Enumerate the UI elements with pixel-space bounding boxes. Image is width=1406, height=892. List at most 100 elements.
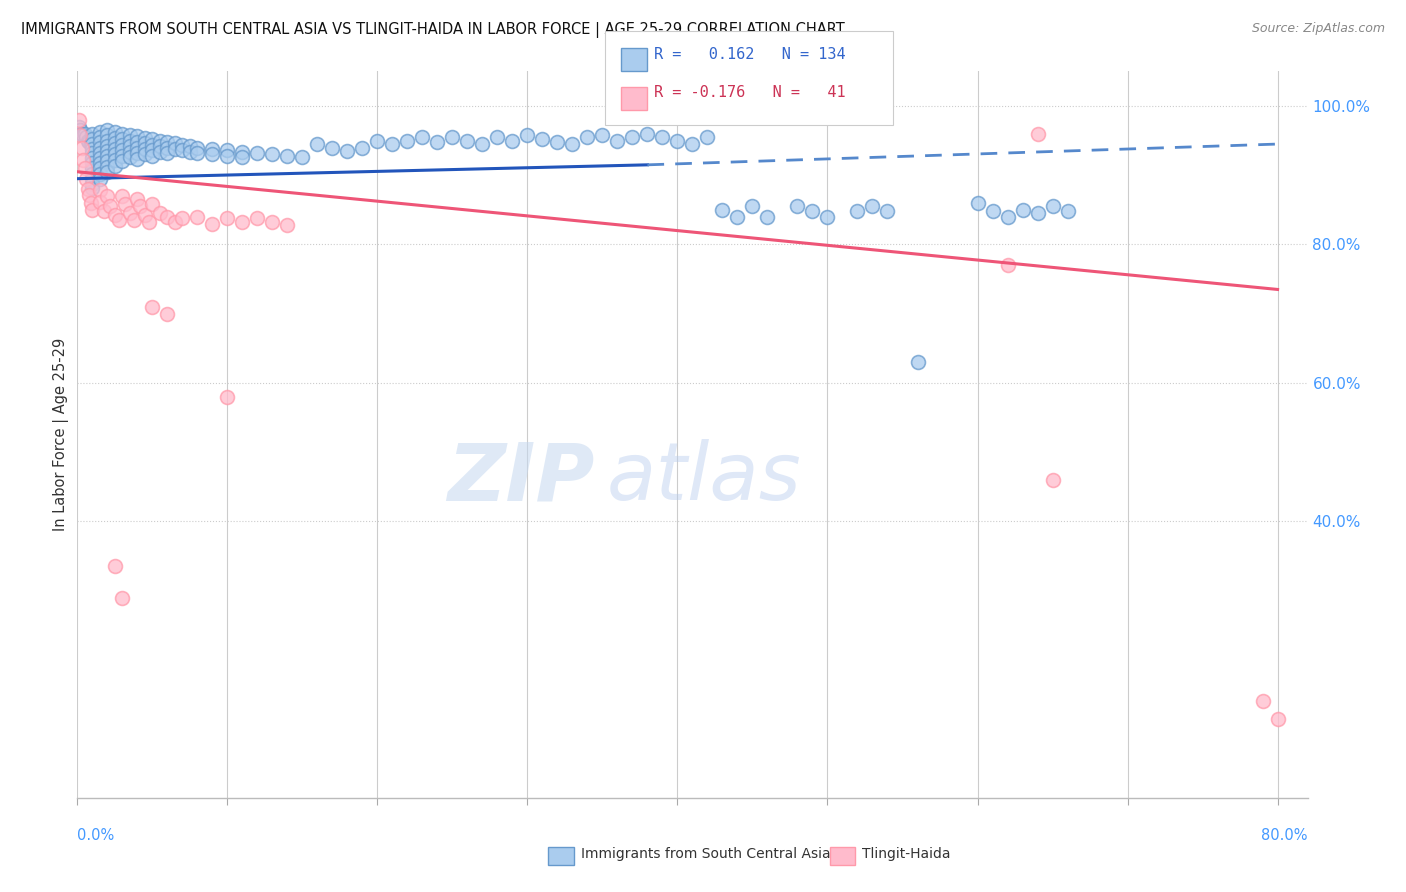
- Point: [396, 134, 419, 148]
- Point: [82, 137, 104, 152]
- Point: [172, 211, 194, 226]
- Point: [291, 150, 314, 164]
- Point: [997, 258, 1019, 272]
- Point: [124, 213, 146, 227]
- Point: [104, 208, 127, 222]
- Point: [276, 149, 298, 163]
- Point: [89, 146, 111, 161]
- Point: [118, 145, 141, 159]
- Point: [114, 197, 136, 211]
- Point: [1042, 199, 1064, 213]
- Point: [104, 125, 127, 139]
- Text: 80.0%: 80.0%: [1261, 828, 1308, 843]
- Point: [381, 137, 404, 152]
- Point: [118, 134, 141, 148]
- Point: [231, 150, 253, 164]
- Point: [93, 204, 115, 219]
- Point: [127, 129, 149, 144]
- Point: [80, 137, 103, 152]
- Point: [801, 204, 824, 219]
- Point: [98, 199, 121, 213]
- Point: [89, 125, 111, 139]
- Point: [149, 206, 172, 220]
- Point: [82, 132, 104, 146]
- Point: [163, 142, 186, 156]
- Point: [96, 149, 118, 163]
- Point: [696, 130, 718, 145]
- Point: [96, 160, 118, 174]
- Point: [67, 112, 90, 127]
- Point: [89, 167, 111, 181]
- Point: [441, 130, 464, 145]
- Point: [111, 154, 134, 169]
- Point: [82, 146, 104, 161]
- Point: [876, 204, 898, 219]
- Point: [89, 135, 111, 149]
- Point: [1251, 694, 1274, 708]
- Point: [756, 210, 779, 224]
- Text: IMMIGRANTS FROM SOUTH CENTRAL ASIA VS TLINGIT-HAIDA IN LABOR FORCE | AGE 25-29 C: IMMIGRANTS FROM SOUTH CENTRAL ASIA VS TL…: [21, 22, 845, 38]
- Point: [96, 139, 118, 153]
- Point: [156, 307, 179, 321]
- Point: [89, 140, 111, 154]
- Point: [1026, 206, 1049, 220]
- Text: Tlingit-Haida: Tlingit-Haida: [862, 847, 950, 862]
- Point: [846, 204, 869, 219]
- Point: [149, 139, 172, 153]
- Point: [561, 137, 583, 152]
- Point: [163, 215, 186, 229]
- Point: [516, 128, 538, 142]
- Point: [366, 134, 388, 148]
- Point: [217, 390, 239, 404]
- Point: [75, 171, 97, 186]
- Point: [741, 199, 763, 213]
- Point: [352, 140, 374, 154]
- Point: [104, 147, 127, 161]
- Point: [217, 143, 239, 157]
- Point: [163, 136, 186, 151]
- Point: [118, 206, 141, 220]
- Point: [96, 128, 118, 142]
- Point: [531, 132, 554, 146]
- Point: [1267, 712, 1289, 726]
- Point: [149, 145, 172, 159]
- Point: [72, 153, 94, 167]
- Point: [471, 137, 494, 152]
- Point: [111, 149, 134, 163]
- Point: [591, 128, 613, 142]
- Point: [134, 142, 156, 156]
- Point: [72, 128, 94, 142]
- Point: [862, 199, 884, 213]
- Point: [156, 135, 179, 149]
- Point: [96, 144, 118, 158]
- Point: [96, 165, 118, 179]
- Point: [1011, 202, 1033, 217]
- Point: [79, 187, 101, 202]
- Point: [1042, 473, 1064, 487]
- Point: [82, 155, 104, 169]
- Point: [80, 195, 103, 210]
- Point: [134, 131, 156, 145]
- Point: [82, 161, 104, 176]
- Point: [411, 130, 433, 145]
- Text: Immigrants from South Central Asia: Immigrants from South Central Asia: [581, 847, 831, 862]
- Point: [82, 177, 104, 191]
- Point: [82, 171, 104, 186]
- Text: atlas: atlas: [606, 440, 801, 517]
- Point: [606, 134, 628, 148]
- Point: [711, 202, 734, 217]
- Point: [129, 199, 152, 213]
- Point: [111, 137, 134, 152]
- Text: R =   0.162   N = 134: R = 0.162 N = 134: [654, 47, 845, 62]
- Point: [501, 134, 523, 148]
- Point: [156, 210, 179, 224]
- Point: [231, 215, 253, 229]
- Point: [426, 135, 449, 149]
- Point: [104, 559, 127, 574]
- Point: [966, 195, 988, 210]
- Text: R = -0.176   N =   41: R = -0.176 N = 41: [654, 85, 845, 100]
- Point: [727, 210, 749, 224]
- Point: [76, 182, 98, 196]
- Point: [246, 146, 269, 161]
- Point: [141, 300, 163, 314]
